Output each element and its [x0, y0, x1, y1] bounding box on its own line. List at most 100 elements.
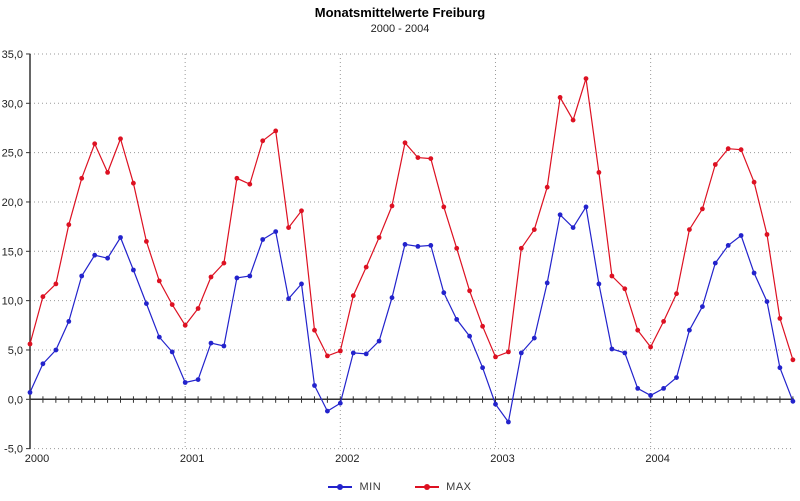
- data-point-max: [402, 140, 408, 146]
- data-point-min: [79, 273, 85, 279]
- data-point-max: [286, 225, 291, 231]
- data-point-max: [622, 286, 628, 292]
- data-point-max: [700, 206, 705, 212]
- data-point-min: [493, 401, 498, 407]
- data-point-max: [118, 136, 123, 142]
- data-point-min: [622, 350, 628, 356]
- data-point-min: [286, 296, 291, 302]
- data-point-max: [596, 170, 602, 175]
- data-point-min: [467, 333, 472, 339]
- data-point-max: [454, 245, 460, 251]
- data-point-max: [376, 235, 382, 240]
- data-point-min: [350, 350, 356, 356]
- data-point-min: [376, 338, 382, 344]
- data-point-min: [182, 380, 188, 385]
- data-point-max: [260, 138, 266, 144]
- data-point-min: [712, 260, 718, 266]
- data-point-min: [544, 280, 550, 286]
- data-point-min: [195, 377, 201, 382]
- y-tick-label: 10,0: [2, 296, 23, 308]
- y-tick-label: 0,0: [8, 394, 23, 406]
- data-point-min: [260, 237, 266, 242]
- data-point-max: [131, 180, 136, 186]
- data-point-max: [570, 117, 576, 123]
- data-point-max: [441, 204, 447, 210]
- data-point-max: [325, 353, 330, 359]
- data-point-max: [751, 179, 757, 185]
- min-series-marker-icon: [328, 484, 353, 490]
- y-tick-label: 30,0: [2, 98, 23, 110]
- x-tick-label: 2001: [180, 453, 204, 465]
- data-point-min: [208, 340, 214, 346]
- data-point-max: [156, 278, 162, 284]
- data-point-max: [609, 273, 615, 279]
- data-point-max: [712, 162, 718, 167]
- data-point-min: [169, 349, 175, 355]
- chart-subtitle: 2000 - 2004: [370, 23, 430, 35]
- legend-item-max: MAX: [415, 481, 471, 493]
- data-point-max: [544, 184, 550, 190]
- series-line-min: [29, 205, 794, 424]
- legend-label-max: MAX: [446, 481, 472, 493]
- data-point-min: [557, 212, 563, 218]
- data-point-min: [27, 390, 33, 395]
- data-point-min: [570, 225, 576, 231]
- y-tick-label: 25,0: [2, 148, 23, 160]
- data-point-max: [415, 155, 421, 161]
- y-tick-label: -5,0: [4, 444, 23, 456]
- data-point-min: [480, 365, 485, 371]
- data-point-max: [790, 357, 796, 363]
- data-point-max: [661, 319, 666, 324]
- x-tick-label: 2003: [490, 453, 514, 465]
- y-tick-label: 35,0: [2, 49, 23, 61]
- data-point-max: [66, 222, 72, 228]
- data-point-max: [273, 128, 279, 134]
- data-point-min: [53, 347, 59, 353]
- data-point-min: [105, 255, 110, 261]
- data-point-max: [27, 341, 33, 347]
- chart-legend: MIN MAX: [0, 481, 800, 493]
- data-point-max: [234, 175, 240, 181]
- data-point-max: [648, 344, 653, 350]
- data-point-min: [337, 400, 343, 406]
- data-point-max: [389, 203, 395, 209]
- data-point-min: [40, 361, 46, 367]
- data-point-max: [144, 239, 149, 244]
- data-point-max: [40, 294, 46, 300]
- data-point-max: [777, 316, 783, 321]
- x-tick-label: 2000: [25, 453, 49, 465]
- data-point-max: [105, 170, 110, 175]
- legend-label-min: MIN: [359, 481, 382, 493]
- data-point-min: [583, 204, 589, 210]
- data-point-max: [764, 232, 770, 237]
- data-point-min: [596, 281, 602, 287]
- data-point-max: [725, 146, 731, 152]
- data-point-max: [247, 181, 253, 187]
- data-point-max: [687, 227, 692, 233]
- data-point-max: [169, 302, 175, 307]
- data-point-max: [337, 348, 343, 354]
- data-point-min: [299, 281, 304, 287]
- data-point-min: [156, 334, 162, 340]
- data-point-min: [144, 301, 149, 306]
- data-point-max: [738, 147, 744, 153]
- data-point-min: [92, 252, 98, 258]
- data-point-min: [312, 383, 317, 388]
- data-point-min: [777, 365, 783, 371]
- data-point-min: [66, 319, 72, 324]
- data-point-min: [751, 270, 757, 276]
- y-tick-label: 15,0: [2, 246, 23, 258]
- data-point-min: [389, 295, 395, 301]
- legend-item-min: MIN: [328, 481, 381, 493]
- data-point-min: [648, 393, 653, 398]
- data-point-min: [506, 419, 511, 425]
- data-point-min: [325, 408, 330, 414]
- data-point-min: [518, 350, 524, 356]
- data-point-min: [247, 273, 253, 279]
- data-point-min: [700, 304, 705, 309]
- data-point-min: [531, 335, 537, 341]
- data-point-max: [312, 327, 317, 333]
- data-point-max: [518, 245, 524, 251]
